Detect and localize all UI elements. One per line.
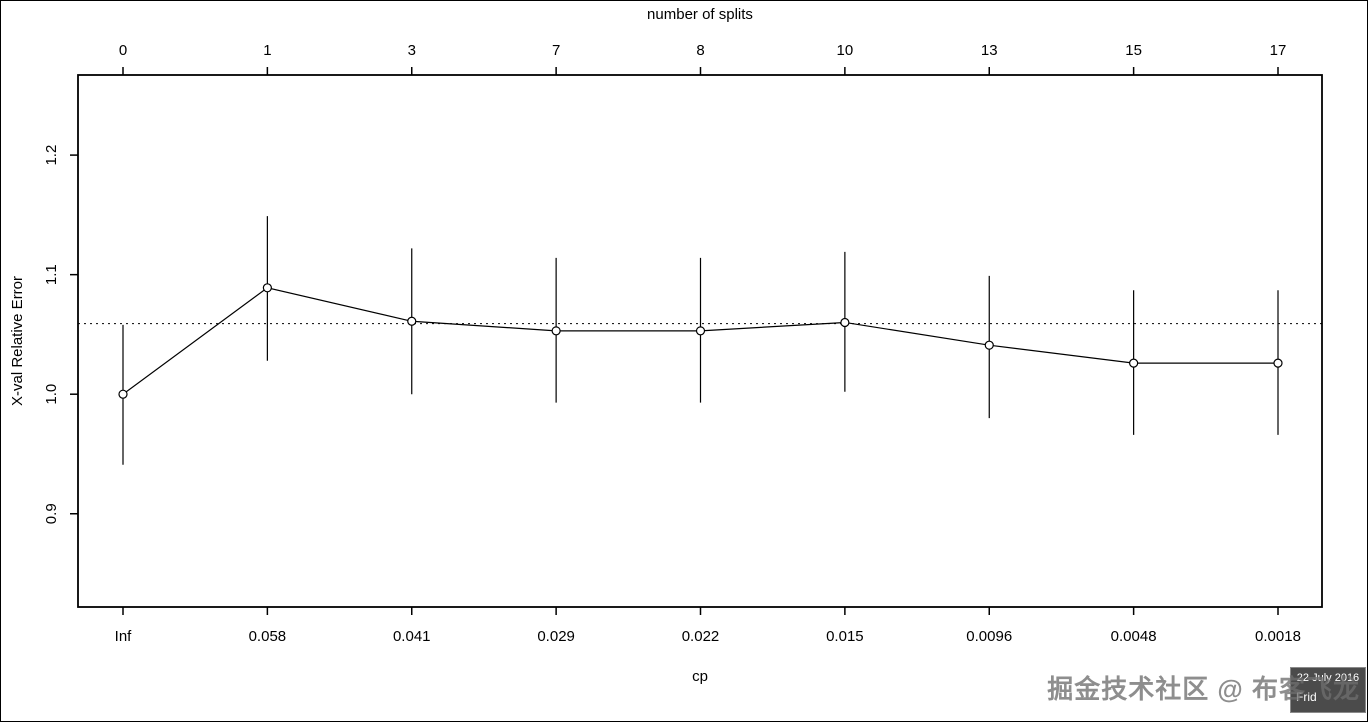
bottom-tick-label: 0.0018 [1255,628,1301,645]
y-tick-label: 1.1 [43,264,60,285]
bottom-axis-ticks: Inf 0.058 0.041 0.029 0.022 0.015 0.0096 0.0048… [115,607,1301,645]
bottom-tick-label: 0.058 [249,628,287,645]
top-axis-title: number of splits [647,6,753,23]
watermark-text: 掘金技术社区 @ 布客飞龙 [1047,674,1360,704]
data-point [1273,358,1283,368]
y-axis-title: X-val Relative Error [9,276,26,406]
data-point [840,317,850,328]
top-tick-label: 17 [1270,42,1287,59]
data-point [1129,358,1139,368]
data-point [984,340,994,350]
bottom-tick-label: 0.029 [537,628,575,645]
data-point [551,326,561,336]
bottom-tick-label: 0.0048 [1111,628,1157,645]
top-tick-label: 15 [1125,42,1142,59]
data-point [118,389,128,399]
top-tick-label: 7 [552,42,560,59]
y-tick-label: 1.2 [43,145,60,166]
bottom-tick-label: Inf [115,628,133,645]
badge-date: 22 July 2016 [1296,672,1360,684]
bottom-tick-label: 0.041 [393,628,431,645]
top-tick-label: 8 [696,42,704,59]
x-axis-title: cp [692,668,708,685]
y-tick-label: 0.9 [43,503,60,524]
top-tick-label: 3 [408,42,416,59]
data-point [695,326,706,336]
top-tick-label: 0 [119,42,127,59]
bottom-tick-label: 0.022 [682,628,720,645]
bottom-tick-label: 0.0096 [966,628,1012,645]
top-tick-label: 1 [263,42,271,59]
top-tick-label: 13 [981,42,998,59]
data-point [262,283,272,293]
data-point [407,316,417,326]
top-tick-label: 10 [837,42,854,59]
timestamp-badge: 22 July 2016 Frid [1290,667,1366,713]
bottom-tick-label: 0.015 [826,628,864,645]
y-axis-ticks: 0.9 1.0 1.1 1.2 [43,145,78,524]
data-series [78,216,1322,465]
badge-day: Frid [1296,690,1317,704]
top-axis-ticks: 0 1 3 7 8 10 13 15 17 [119,42,1287,75]
y-tick-label: 1.0 [43,384,60,405]
